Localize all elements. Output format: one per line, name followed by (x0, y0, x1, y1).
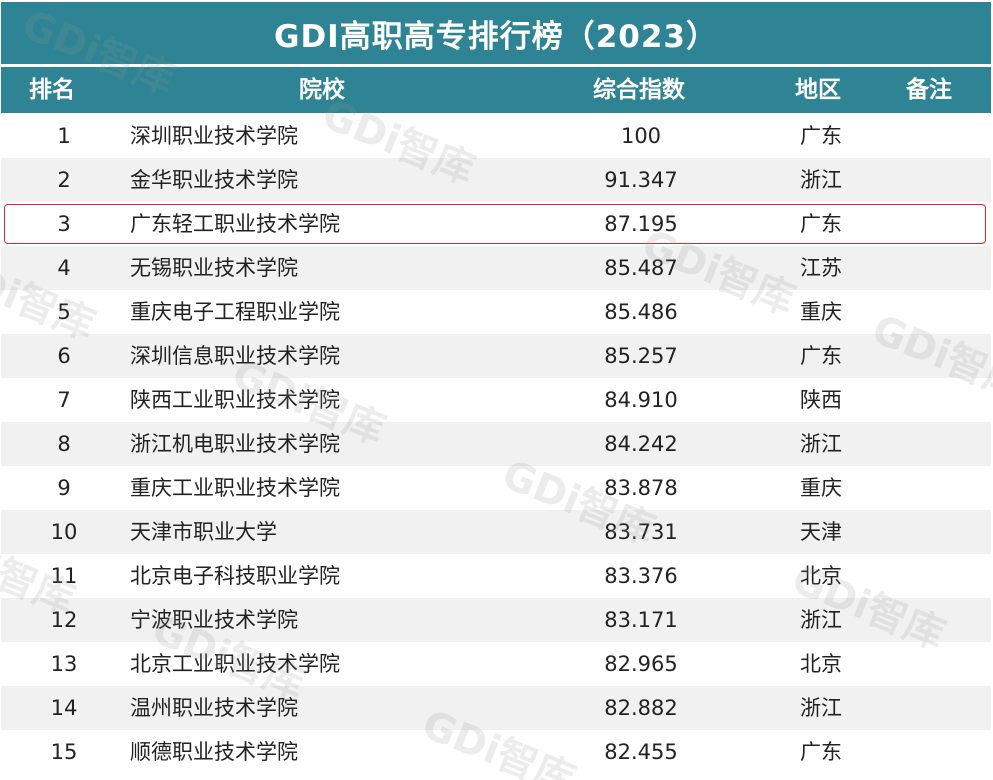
cell-school: 广东轻工职业技术学院 (130, 212, 340, 236)
cell-region: 广东 (800, 124, 842, 148)
table-row: 11 北京电子科技职业学院 83.376 北京 (1, 554, 991, 598)
cell-school: 深圳信息职业技术学院 (130, 344, 340, 368)
cell-region: 浙江 (800, 608, 842, 632)
cell-rank: 12 (50, 608, 78, 632)
cell-school: 北京电子科技职业学院 (130, 564, 340, 588)
table-row: 8 浙江机电职业技术学院 84.242 浙江 (1, 422, 991, 466)
cell-school: 天津市职业大学 (130, 520, 277, 544)
cell-rank: 1 (57, 124, 71, 148)
table-row: 12 宁波职业技术学院 83.171 浙江 (1, 598, 991, 642)
cell-region: 北京 (800, 652, 842, 676)
cell-index: 91.347 (604, 168, 678, 192)
cell-region: 广东 (800, 212, 842, 236)
cell-region: 江苏 (800, 256, 842, 280)
table-row: 10 天津市职业大学 83.731 天津 (1, 510, 991, 554)
header-note: 备注 (906, 77, 952, 103)
table-row: 14 温州职业技术学院 82.882 浙江 (1, 686, 991, 730)
table-row: 6 深圳信息职业技术学院 85.257 广东 (1, 334, 991, 378)
cell-rank: 7 (57, 388, 71, 412)
table-row: 15 顺德职业技术学院 82.455 广东 (1, 730, 991, 774)
cell-index: 85.486 (604, 300, 678, 324)
cell-region: 浙江 (800, 432, 842, 456)
table-header: 排名 院校 综合指数 地区 备注 (1, 67, 991, 113)
table-row: 1 深圳职业技术学院 100 广东 (1, 114, 991, 158)
cell-index: 83.376 (604, 564, 678, 588)
cell-rank: 4 (57, 256, 71, 280)
cell-rank: 2 (57, 168, 71, 192)
cell-region: 浙江 (800, 696, 842, 720)
ranking-table-body: 1 深圳职业技术学院 100 广东 2 金华职业技术学院 91.347 浙江 3 广东轻工职业技术… (1, 114, 991, 774)
cell-index: 84.242 (604, 432, 678, 456)
header-rank: 排名 (29, 77, 75, 103)
cell-index: 84.910 (604, 388, 678, 412)
cell-index: 87.195 (604, 212, 678, 236)
table-row: 7 陕西工业职业技术学院 84.910 陕西 (1, 378, 991, 422)
cell-index: 82.965 (604, 652, 678, 676)
cell-school: 重庆电子工程职业学院 (130, 300, 340, 324)
cell-index: 85.257 (604, 344, 678, 368)
table-row: 4 无锡职业技术学院 85.487 江苏 (1, 246, 991, 290)
cell-index: 82.455 (604, 740, 678, 764)
table-row: 3 广东轻工职业技术学院 87.195 广东 (1, 202, 991, 246)
cell-index: 83.171 (604, 608, 678, 632)
header-region: 地区 (795, 77, 841, 103)
page-title: GDI高职高专排行榜（2023） (1, 2, 991, 64)
cell-rank: 10 (50, 520, 78, 544)
cell-rank: 6 (57, 344, 71, 368)
cell-school: 无锡职业技术学院 (130, 256, 298, 280)
cell-school: 金华职业技术学院 (130, 168, 298, 192)
header-index: 综合指数 (593, 77, 685, 103)
cell-school: 重庆工业职业技术学院 (130, 476, 340, 500)
cell-rank: 3 (57, 212, 71, 236)
cell-school: 浙江机电职业技术学院 (130, 432, 340, 456)
table-row: 13 北京工业职业技术学院 82.965 北京 (1, 642, 991, 686)
cell-index: 100 (620, 124, 662, 148)
cell-school: 宁波职业技术学院 (130, 608, 298, 632)
cell-school: 温州职业技术学院 (130, 696, 298, 720)
cell-rank: 8 (57, 432, 71, 456)
cell-region: 重庆 (800, 300, 842, 324)
cell-region: 天津 (800, 520, 842, 544)
table-row: 5 重庆电子工程职业学院 85.486 重庆 (1, 290, 991, 334)
cell-school: 深圳职业技术学院 (130, 124, 298, 148)
cell-region: 浙江 (800, 168, 842, 192)
cell-rank: 9 (57, 476, 71, 500)
cell-rank: 15 (50, 740, 78, 764)
cell-index: 82.882 (604, 696, 678, 720)
cell-index: 83.731 (604, 520, 678, 544)
cell-rank: 13 (50, 652, 78, 676)
cell-index: 83.878 (604, 476, 678, 500)
cell-region: 陕西 (800, 388, 842, 412)
cell-index: 85.487 (604, 256, 678, 280)
cell-school: 北京工业职业技术学院 (130, 652, 340, 676)
cell-school: 顺德职业技术学院 (130, 740, 298, 764)
header-school: 院校 (299, 77, 345, 103)
table-row: 9 重庆工业职业技术学院 83.878 重庆 (1, 466, 991, 510)
cell-region: 重庆 (800, 476, 842, 500)
cell-rank: 11 (50, 564, 78, 588)
cell-rank: 14 (50, 696, 78, 720)
cell-school: 陕西工业职业技术学院 (130, 388, 340, 412)
cell-region: 北京 (800, 564, 842, 588)
cell-rank: 5 (57, 300, 71, 324)
cell-region: 广东 (800, 740, 842, 764)
cell-region: 广东 (800, 344, 842, 368)
table-row: 2 金华职业技术学院 91.347 浙江 (1, 158, 991, 202)
